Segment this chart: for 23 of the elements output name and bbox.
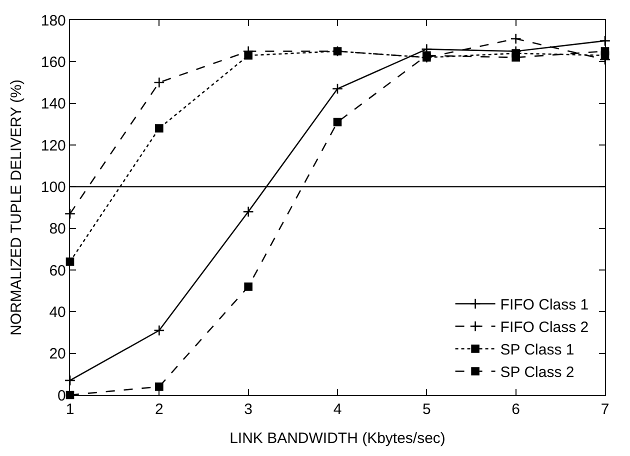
y-tick-label: 40: [49, 304, 66, 321]
x-tick-label: 6: [512, 401, 520, 418]
x-tick-label: 7: [600, 401, 610, 418]
x-tick-label: 5: [422, 401, 431, 418]
y-tick-label: 180: [40, 12, 66, 30]
y-tick-label: 160: [40, 54, 66, 71]
y-tick-label: 100: [40, 178, 66, 196]
y-tick-label: 20: [49, 346, 66, 363]
x-tick-label: 3: [244, 401, 252, 418]
legend-label: FIFO Class 2: [500, 319, 589, 336]
x-tick-label: 1: [66, 401, 74, 418]
legend-label: SP Class 1: [500, 342, 574, 359]
y-tick-label: 0: [58, 387, 66, 404]
y-tick-label: 80: [49, 220, 66, 238]
x-tick-label: 2: [155, 401, 164, 418]
x-axis-title: LINK BANDWIDTH (Kbytes/sec): [230, 430, 446, 448]
y-tick-label: 120: [40, 137, 66, 154]
x-tick-label: 4: [333, 401, 342, 418]
y-axis-title: NORMALIZED TUPLE DELIVERY (%): [8, 80, 26, 336]
legend-label: FIFO Class 1: [500, 296, 589, 314]
legend-label: SP Class 2: [500, 364, 574, 382]
y-tick-label: 60: [49, 262, 66, 280]
y-tick-label: 140: [40, 96, 66, 113]
